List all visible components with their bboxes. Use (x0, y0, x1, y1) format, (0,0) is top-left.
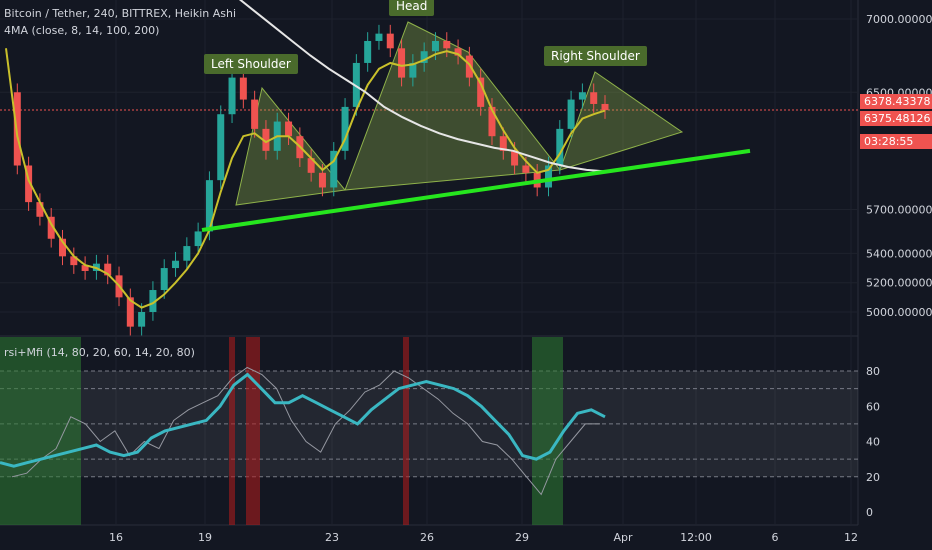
oscillator-legend: rsi+Mfi (14, 80, 20, 60, 14, 20, 80) (4, 346, 195, 359)
candle-body (341, 106, 349, 151)
price-tick-label: 5700.00000 (866, 203, 932, 216)
overbought-zone (246, 337, 260, 525)
symbol-legend: Bitcoin / Tether, 240, BITTREX, Heikin A… (4, 7, 237, 20)
oscillator-tick-label: 60 (866, 400, 880, 413)
candle-body (285, 121, 293, 137)
candle-body (578, 92, 586, 100)
candle-body (262, 128, 270, 151)
candle-body (70, 256, 78, 266)
candle-body (330, 150, 338, 188)
candle-body (25, 165, 33, 203)
candle-body (81, 265, 89, 271)
countdown-tag: 03:28:55 (860, 134, 932, 149)
candle-body (194, 231, 202, 247)
ma-price-tag: 6375.48126 (860, 111, 932, 126)
candle-body (160, 268, 168, 291)
candle-body (104, 263, 112, 276)
candle-body (126, 297, 134, 327)
annotation-head: Head (389, 0, 435, 16)
time-tick-label: 29 (515, 531, 529, 544)
right-shoulder-triangle (559, 71, 684, 171)
time-tick-label: 12 (844, 531, 858, 544)
oversold-zone (532, 337, 563, 525)
ma-legend: 4MA (close, 8, 14, 100, 200) (4, 24, 160, 37)
time-tick-label: Apr (613, 531, 633, 544)
candle-body (420, 51, 428, 63)
candle-body (556, 128, 564, 166)
candle-body (601, 103, 609, 111)
candle-body (499, 136, 507, 151)
ma-slow-line (238, 0, 606, 173)
candle-body (251, 99, 259, 129)
last-price-tag: 6378.43378 (860, 94, 932, 109)
candle-body (522, 165, 530, 173)
candle-body (431, 40, 439, 52)
candle-body (398, 48, 406, 78)
candle-body (217, 114, 225, 181)
time-tick-label: 26 (420, 531, 434, 544)
candle-body (477, 77, 485, 107)
price-tick-label: 5400.00000 (866, 247, 932, 260)
candle-body (488, 106, 496, 137)
left-shoulder-triangle (235, 86, 346, 206)
annotation-left-shoulder: Left Shoulder (204, 54, 298, 74)
rsi-line (0, 372, 606, 468)
time-tick-label: 23 (325, 531, 339, 544)
candle-body (228, 77, 236, 115)
overbought-zone (229, 337, 235, 525)
candle-body (409, 62, 417, 78)
time-tick-label: 6 (772, 531, 779, 544)
oscillator-tick-label: 0 (866, 506, 873, 519)
candle-body (567, 99, 575, 129)
price-tick-label: 7000.00000 (866, 13, 932, 26)
time-tick-label: 12:00 (680, 531, 712, 544)
candle-body (307, 158, 315, 173)
candle-body (590, 92, 598, 104)
price-tick-label: 5000.00000 (866, 306, 932, 319)
candle-body (511, 150, 519, 166)
candle-body (47, 216, 55, 239)
oscillator-tick-label: 20 (866, 471, 880, 484)
candle-body (443, 40, 451, 49)
mfi-line (11, 366, 600, 496)
candle-body (544, 165, 552, 188)
candle-body (172, 260, 180, 269)
time-tick-label: 19 (198, 531, 212, 544)
candle-body (138, 312, 146, 327)
candle-body (375, 33, 383, 41)
oscillator-tick-label: 80 (866, 365, 880, 378)
candle-body (454, 48, 462, 56)
candle-body (364, 40, 372, 63)
overbought-zone (403, 337, 409, 525)
candle-body (239, 77, 247, 100)
annotation-right-shoulder: Right Shoulder (544, 46, 647, 66)
time-tick-label: 16 (109, 531, 123, 544)
candle-body (465, 55, 473, 78)
candle-body (318, 172, 326, 188)
candle-body (149, 290, 157, 312)
ma-fast-line (5, 48, 606, 309)
candle-body (59, 238, 67, 257)
oscillator-tick-label: 40 (866, 436, 880, 449)
candle-body (352, 62, 360, 107)
trendline (201, 148, 751, 232)
candle-body (36, 202, 44, 217)
candle-body (205, 180, 213, 232)
candle-body (183, 246, 191, 261)
head-polygon (344, 21, 561, 191)
oversold-zone (0, 337, 81, 525)
candle-body (386, 33, 394, 49)
price-tick-label: 5200.00000 (866, 277, 932, 290)
